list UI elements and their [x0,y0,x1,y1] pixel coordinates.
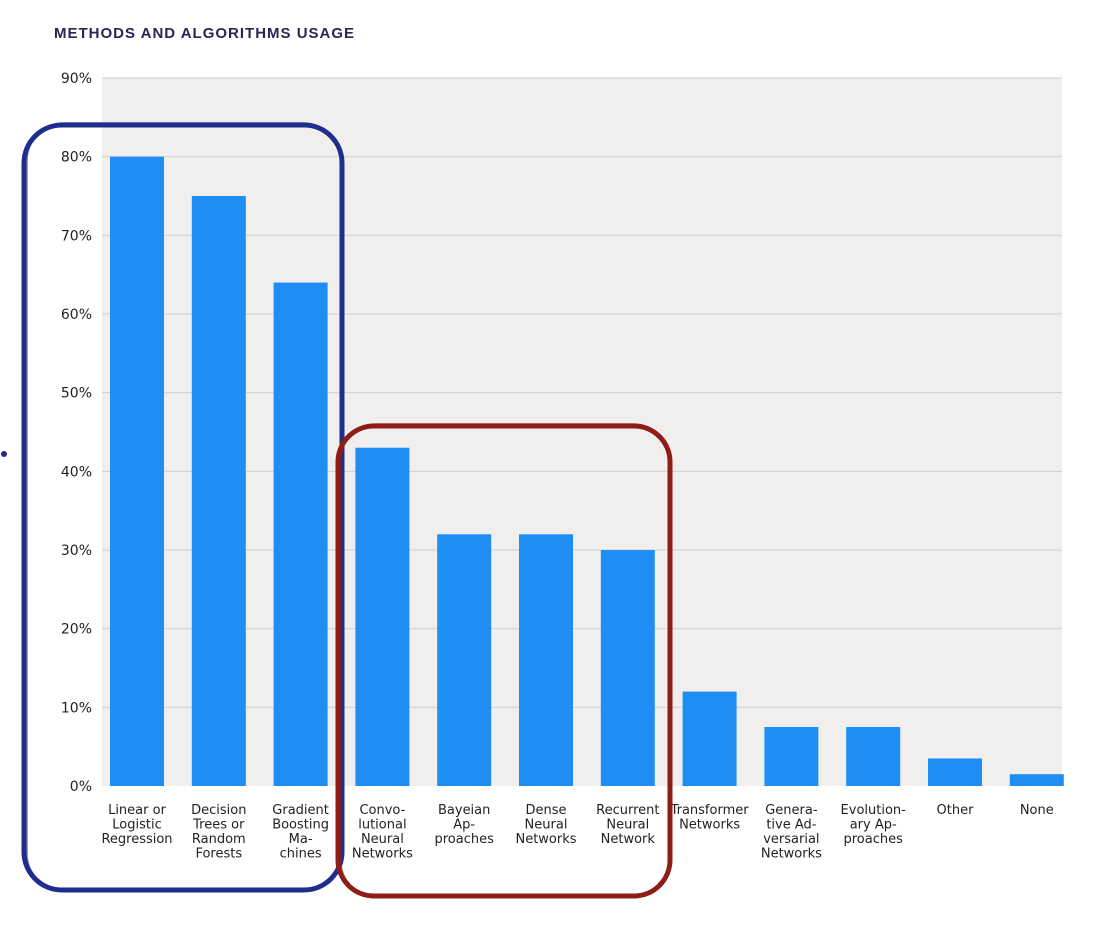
x-category-label-line: Transformer [670,803,750,818]
x-category-label: Genera-tive Ad-versarial Networks [761,803,822,862]
x-category-label-line: lutional [358,818,406,833]
bar [764,727,819,786]
x-category-label-line: Regression [101,832,172,847]
x-category-label: Bayeian Ap-proaches [435,803,495,847]
chart-title: METHODS AND ALGORITHMS USAGE [54,25,356,42]
x-category-label-line: Ma- [289,832,313,847]
y-tick-label: 60% [61,307,92,323]
x-category-label: None [1020,803,1054,818]
x-category-label-line: None [1020,803,1054,818]
y-tick-label: 20% [61,622,92,638]
x-category-label-line: proaches [844,832,904,847]
x-category-label-line: Network [601,832,656,847]
x-category-label-line: Genera- [765,803,818,818]
highlight-box [21,122,345,893]
bar [110,156,164,786]
bar [682,691,737,786]
x-category-label-line: Networks [352,847,413,862]
x-category-label: Linear or Logistic Regression [101,803,172,847]
x-category-label-line: Decision [191,803,246,818]
y-tick-label: 70% [61,228,92,244]
x-category-label-line: Ap- [453,818,475,833]
highlight-box-stroke [340,423,670,898]
x-category-label-line: Convo- [359,803,405,818]
x-category-label: Other [937,803,975,818]
y-tick-label: 50% [61,386,92,402]
x-category-label: Convo-lutional Neural Networks [352,803,413,862]
y-tick-label: 80% [61,150,92,166]
y-tick-label: 40% [61,464,92,480]
plot-area [102,78,1062,786]
bar [928,758,982,786]
highlight-box [335,423,673,899]
y-tick-label: 90% [61,71,92,87]
x-category-label-line: versarial [763,832,819,847]
x-category-label-line: Random [192,832,246,847]
x-category-label: Recurrent Neural Network [596,803,659,847]
x-category-label: Gradient Boosting Ma-chines [272,803,329,862]
x-category-label-line: Networks [761,847,822,862]
x-category-label-line: Gradient [272,803,329,818]
x-category-label: Dense Neural Networks [515,803,576,847]
x-category-label-line: Neural [606,818,649,833]
x-category-label-line: Evolution- [841,803,907,818]
x-category-label-line: Neural [525,818,568,833]
y-tick-label: 0% [70,779,92,795]
x-category-label-line: tive Ad- [766,818,816,833]
x-category-label: Decision Trees or Random Forests [191,803,246,862]
x-category-label-line: Recurrent [596,803,659,818]
x-category-label-line: Neural [361,832,404,847]
ink-dot [1,451,7,457]
bar [600,550,655,786]
x-category-label: Transformer Networks [670,803,750,833]
x-category-label-line: ary Ap- [850,818,897,833]
x-category-label-line: Dense [525,803,566,818]
bar [273,282,328,786]
x-category-label-line: Logistic [112,818,161,833]
bar [846,727,901,786]
x-category-label-line: Bayeian [438,803,490,818]
bar [437,534,492,786]
x-category-label-line: Trees or [192,818,245,833]
y-tick-label: 30% [61,543,92,559]
x-category-label: Evolution-ary Ap-proaches [841,803,907,847]
bar [1009,774,1064,786]
x-category-label-line: chines [280,847,322,862]
y-tick-label: 10% [61,700,92,716]
x-category-label-line: proaches [435,832,495,847]
bar [191,196,246,786]
x-category-label-line: Boosting [272,818,329,833]
x-category-label-line: Networks [515,832,576,847]
x-category-label-line: Forests [195,847,242,862]
x-category-label-line: Networks [679,818,740,833]
bar [519,534,573,786]
x-category-label-line: Linear or [108,803,166,818]
x-category-label-line: Other [937,803,975,818]
bar [355,447,410,786]
